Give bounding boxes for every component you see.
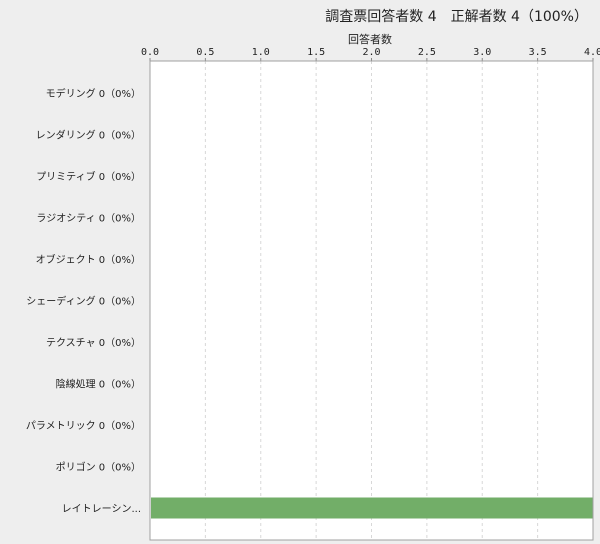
category-label: オブジェクト 0（0%） [36, 253, 141, 266]
category-label: ラジオシティ 0（0%） [36, 213, 141, 225]
x-tick-label: 1.0 [252, 47, 270, 58]
x-axis-label: 回答者数 [348, 33, 392, 46]
x-tick-label: 4.0 [584, 47, 600, 58]
x-tick-label: 3.0 [473, 47, 491, 58]
x-tick-label: 0.0 [141, 47, 159, 58]
category-label: レイトレーシン... [62, 504, 141, 515]
bar [151, 497, 593, 519]
category-label: ポリゴン 0（0%） [56, 461, 141, 474]
category-label: シェーディング 0（0%） [26, 295, 141, 308]
x-tick-label: 2.5 [418, 47, 436, 58]
x-tick-label: 0.5 [196, 47, 214, 58]
category-label: 陰線処理 0（0%） [56, 378, 141, 391]
x-tick-label: 2.0 [362, 47, 380, 58]
x-tick-label: 1.5 [307, 47, 325, 58]
plot-area [150, 61, 593, 540]
category-label: パラメトリック 0（0%） [26, 420, 141, 432]
chart-title: 調査票回答者数 4 正解者数 4（100%） [325, 9, 588, 25]
category-label: テクスチャ 0（0%） [46, 337, 141, 349]
category-label: モデリング 0（0%） [46, 87, 141, 100]
category-label: プリミティブ 0（0%） [36, 170, 141, 183]
plot-border [149, 60, 594, 541]
category-label: レンダリング 0（0%） [36, 129, 141, 142]
x-tick-label: 3.5 [529, 47, 547, 58]
